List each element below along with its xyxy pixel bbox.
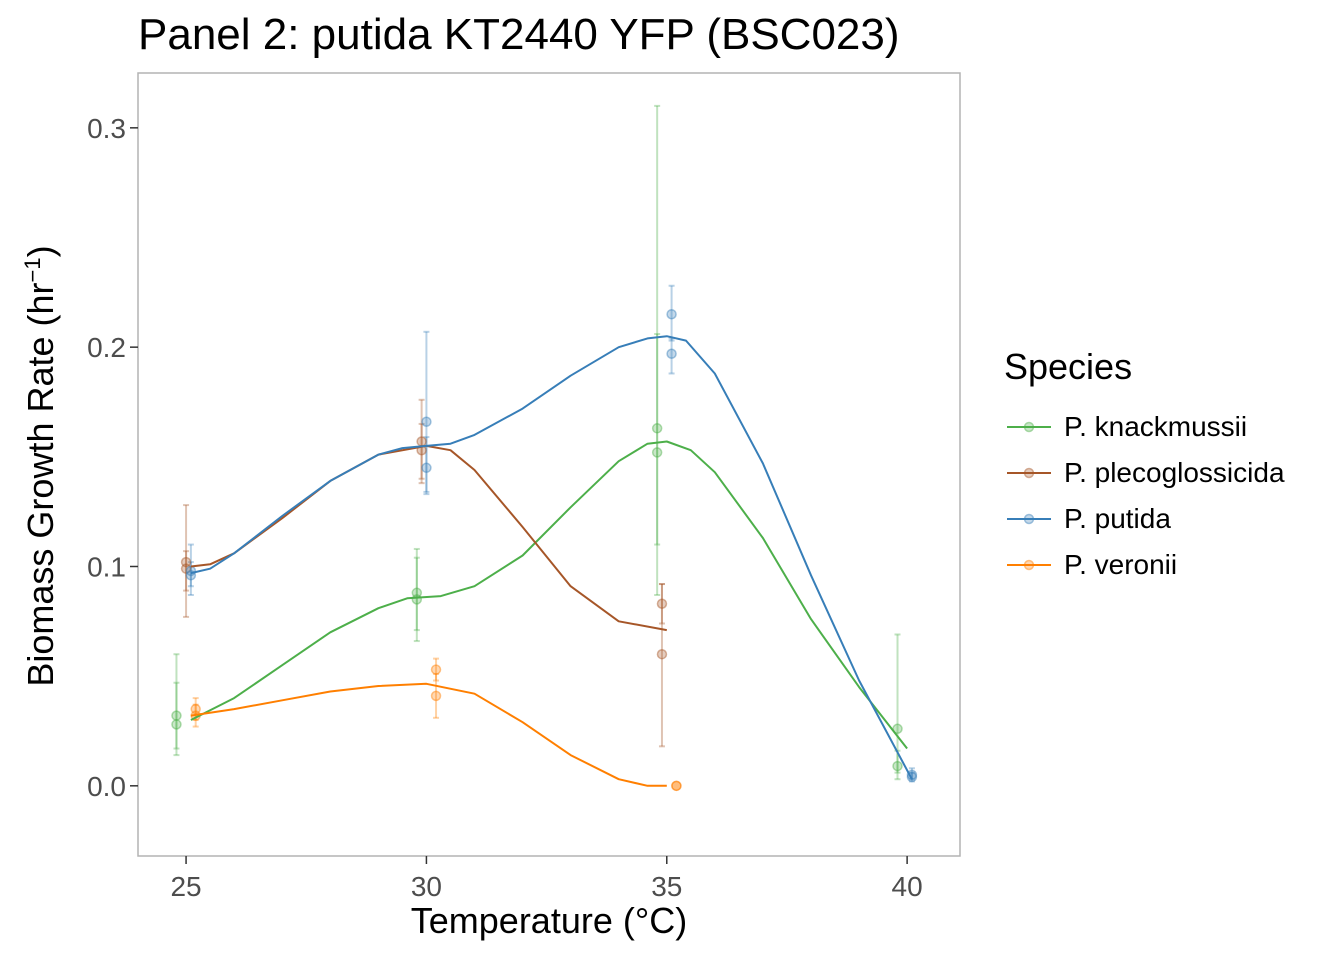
data-point	[171, 719, 182, 730]
legend-label: P. plecoglossicida	[1064, 457, 1285, 488]
x-tick-label: 30	[411, 871, 442, 902]
y-tick-label: 0.1	[87, 551, 126, 582]
legend: Species P. knackmussii P. plecoglossicida…	[1004, 346, 1285, 588]
plot-panel	[137, 72, 961, 857]
fit-lines	[190, 335, 913, 787]
chart-title: Panel 2: putida KT2440 YFP (BSC023)	[138, 10, 900, 59]
data-point	[892, 760, 903, 772]
legend-key-point	[1023, 559, 1035, 571]
data-point	[185, 565, 197, 577]
y-axis-label-sup: −1	[20, 257, 45, 283]
x-axis-label: Temperature (°C)	[410, 900, 688, 941]
data-point	[666, 348, 677, 359]
x-tick-label: 35	[651, 871, 682, 902]
data-point	[651, 447, 663, 458]
data-point	[180, 563, 192, 574]
data-point	[421, 462, 432, 474]
fit-line	[190, 682, 667, 787]
error-bars	[173, 104, 915, 783]
data-point	[430, 690, 442, 702]
legend-key	[1007, 467, 1051, 479]
data-point	[892, 723, 903, 735]
y-axis-label-close: )	[20, 245, 61, 258]
y-tick-label: 0.0	[87, 771, 126, 802]
fit-line	[190, 440, 908, 750]
legend-label: P. knackmussii	[1064, 411, 1248, 442]
data-points	[171, 309, 918, 792]
data-point	[656, 648, 668, 660]
legend-items: P. knackmussii P. plecoglossicida P. putid…	[1004, 404, 1285, 588]
legend-key-point	[1023, 421, 1035, 433]
fit-line	[190, 335, 913, 780]
y-axis-label: Biomass Growth Rate (hr−1)	[20, 245, 62, 686]
legend-item: P. plecoglossicida	[1004, 450, 1285, 496]
legend-key-point	[1023, 467, 1035, 479]
y-tick-label: 0.3	[87, 113, 126, 144]
legend-label: P. putida	[1064, 503, 1171, 534]
legend-item: P. veronii	[1004, 542, 1285, 588]
legend-label: P. veronii	[1064, 549, 1178, 580]
data-point	[190, 703, 201, 715]
data-point	[651, 423, 663, 434]
legend-item: P. knackmussii	[1004, 404, 1285, 450]
data-point	[421, 416, 432, 427]
y-tick-label: 0.2	[87, 332, 126, 363]
legend-key	[1007, 559, 1051, 571]
data-point	[656, 598, 668, 610]
axes: 25 30 35 40 0.0 0.1 0.2 0.3	[87, 113, 923, 902]
data-point	[411, 594, 423, 605]
data-point	[180, 556, 192, 568]
legend-item: P. putida	[1004, 496, 1285, 542]
x-tick-label: 25	[170, 871, 201, 902]
legend-key-point	[1023, 513, 1035, 525]
data-point	[430, 664, 442, 675]
data-point	[671, 780, 682, 792]
legend-key	[1007, 421, 1051, 433]
data-point	[666, 309, 677, 320]
x-tick-label: 40	[892, 871, 923, 902]
legend-title: Species	[1004, 346, 1133, 387]
data-point	[416, 436, 427, 447]
data-point	[671, 780, 682, 792]
data-point	[171, 710, 182, 721]
legend-key	[1007, 513, 1051, 525]
y-axis-label-text: Biomass Growth Rate (hr	[20, 282, 61, 687]
